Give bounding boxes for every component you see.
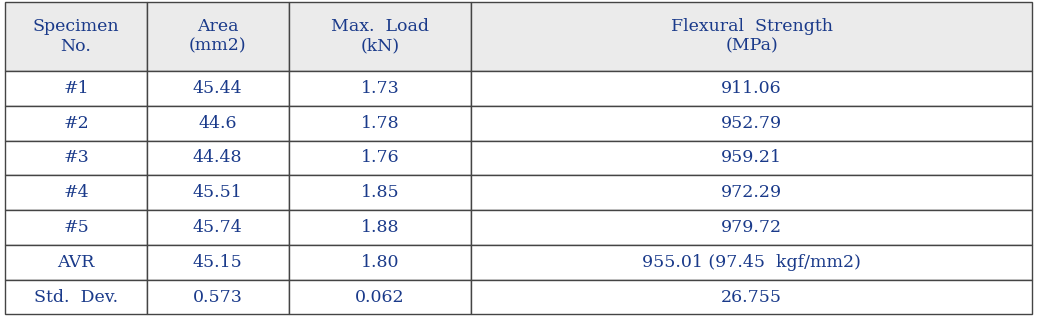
Text: Area
(mm2): Area (mm2) [189, 18, 247, 55]
Text: 1.73: 1.73 [361, 80, 399, 97]
Bar [471, 2, 1032, 71]
Bar [471, 175, 1032, 210]
Bar [288, 2, 471, 71]
Bar [288, 141, 471, 175]
Text: 0.062: 0.062 [355, 289, 404, 306]
Text: 44.48: 44.48 [193, 149, 243, 167]
Text: Flexural  Strength
(MPa): Flexural Strength (MPa) [671, 18, 833, 55]
Text: #1: #1 [63, 80, 89, 97]
Bar [288, 210, 471, 245]
Bar [288, 280, 471, 314]
Text: #4: #4 [63, 184, 89, 201]
Bar [147, 2, 288, 71]
Bar [147, 106, 288, 141]
Text: Max.  Load
(kN): Max. Load (kN) [331, 18, 429, 55]
Bar [471, 210, 1032, 245]
Bar [5, 210, 147, 245]
Text: 0.573: 0.573 [193, 289, 243, 306]
Bar [288, 106, 471, 141]
Text: 26.755: 26.755 [721, 289, 782, 306]
Bar [5, 245, 147, 280]
Bar [147, 175, 288, 210]
Bar [471, 280, 1032, 314]
Bar [471, 71, 1032, 106]
Text: #3: #3 [63, 149, 89, 167]
Text: 972.29: 972.29 [721, 184, 782, 201]
Text: 45.44: 45.44 [193, 80, 243, 97]
Bar [147, 71, 288, 106]
Bar [5, 280, 147, 314]
Bar [288, 71, 471, 106]
Bar [147, 245, 288, 280]
Text: Std.  Dev.: Std. Dev. [34, 289, 118, 306]
Bar [5, 106, 147, 141]
Text: 1.78: 1.78 [361, 115, 399, 132]
Text: 1.76: 1.76 [361, 149, 399, 167]
Text: 959.21: 959.21 [721, 149, 782, 167]
Text: 979.72: 979.72 [721, 219, 782, 236]
Text: Specimen
No.: Specimen No. [33, 18, 119, 55]
Bar [471, 106, 1032, 141]
Text: 1.80: 1.80 [361, 254, 399, 271]
Bar [5, 2, 147, 71]
Text: AVR: AVR [57, 254, 94, 271]
Text: 45.51: 45.51 [193, 184, 243, 201]
Text: 45.74: 45.74 [193, 219, 243, 236]
Text: 1.85: 1.85 [361, 184, 399, 201]
Bar [5, 71, 147, 106]
Bar [471, 245, 1032, 280]
Bar [288, 245, 471, 280]
Bar [5, 141, 147, 175]
Text: 955.01 (97.45  kgf/mm2): 955.01 (97.45 kgf/mm2) [642, 254, 861, 271]
Text: #5: #5 [63, 219, 89, 236]
Bar [5, 175, 147, 210]
Bar [288, 175, 471, 210]
Bar [147, 210, 288, 245]
Bar [471, 141, 1032, 175]
Text: 911.06: 911.06 [721, 80, 782, 97]
Bar [147, 280, 288, 314]
Bar [147, 141, 288, 175]
Text: 45.15: 45.15 [193, 254, 243, 271]
Text: 44.6: 44.6 [198, 115, 236, 132]
Text: #2: #2 [63, 115, 89, 132]
Text: 952.79: 952.79 [721, 115, 782, 132]
Text: 1.88: 1.88 [361, 219, 399, 236]
